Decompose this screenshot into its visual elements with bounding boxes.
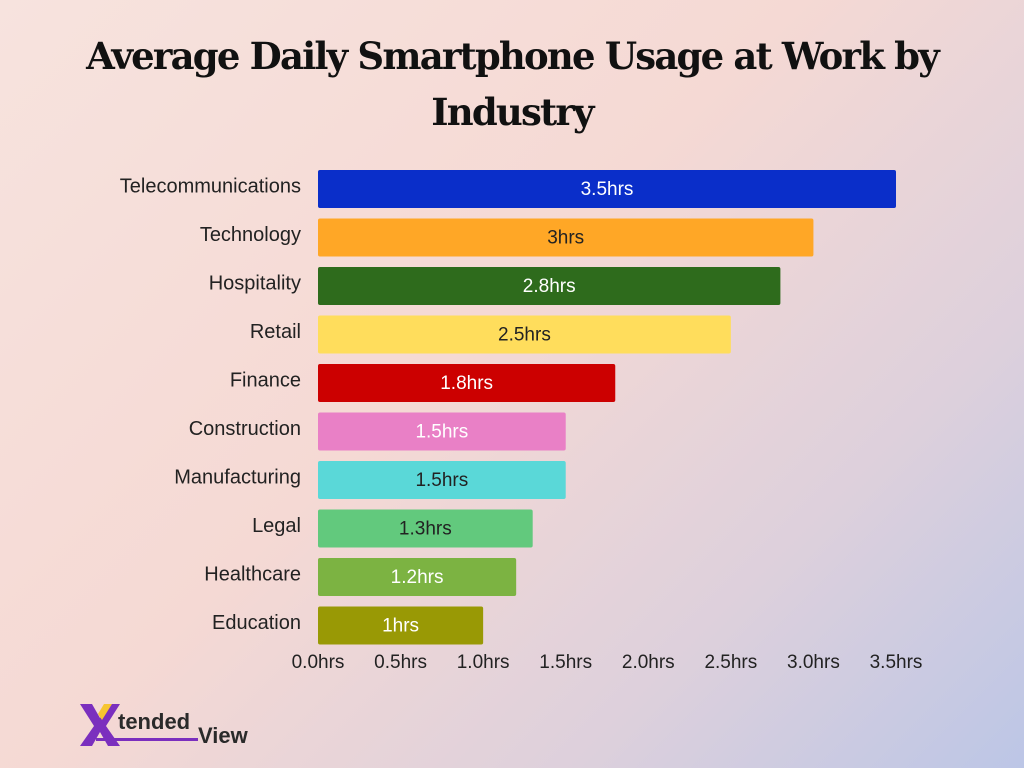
bar — [318, 412, 566, 451]
bar — [318, 315, 731, 354]
category-label: Telecommunications — [120, 175, 301, 197]
x-tick-label: 2.0hrs — [622, 652, 675, 673]
data-label: 3.5hrs — [581, 179, 634, 200]
x-tick-label: 1.5hrs — [539, 652, 592, 673]
category-label: Education — [212, 612, 301, 634]
x-tick-label: 2.5hrs — [704, 652, 757, 673]
data-label: 1.8hrs — [440, 373, 493, 394]
bar — [318, 509, 533, 548]
bar — [318, 267, 781, 305]
x-tick-label: 3.5hrs — [870, 652, 923, 673]
category-label: Legal — [252, 515, 301, 537]
bar — [318, 558, 517, 596]
data-label: 2.8hrs — [523, 276, 576, 297]
category-label: Finance — [230, 369, 301, 391]
data-label: 1.5hrs — [415, 470, 468, 491]
logo-underline — [96, 738, 198, 741]
data-label: 1.3hrs — [399, 519, 452, 540]
category-label: Manufacturing — [174, 466, 301, 488]
category-label: Technology — [200, 224, 301, 246]
bar — [318, 606, 484, 645]
data-label: 1.5hrs — [415, 422, 468, 443]
x-tick-label: 0.5hrs — [374, 652, 427, 673]
bar — [318, 364, 616, 402]
bar — [318, 461, 566, 499]
category-label: Construction — [189, 418, 301, 440]
bar-chart: Telecommunications 3.5hrs Technology 3hrs Ho… — [120, 170, 923, 673]
bar — [318, 218, 814, 257]
category-label: Healthcare — [204, 563, 301, 585]
bar — [318, 170, 896, 208]
logo-mark-x-icon — [80, 704, 120, 746]
x-tick-label: 3.0hrs — [787, 652, 840, 673]
logo-text-1: tended — [118, 709, 190, 734]
logo-text-2: View — [198, 723, 249, 748]
xtendedview-logo: tended View — [80, 704, 249, 748]
x-tick-label: 0.0hrs — [292, 652, 345, 673]
category-label: Retail — [250, 321, 301, 343]
category-label: Hospitality — [209, 272, 301, 294]
logo-mark-accent — [98, 704, 112, 720]
x-tick-label: 1.0hrs — [457, 652, 510, 673]
data-label: 1hrs — [382, 616, 419, 637]
data-label: 3hrs — [547, 228, 584, 249]
data-label: 1.2hrs — [391, 567, 444, 588]
chart-title: Average Daily Smartphone Usage at Work b… — [86, 34, 940, 134]
data-label: 2.5hrs — [498, 325, 551, 346]
